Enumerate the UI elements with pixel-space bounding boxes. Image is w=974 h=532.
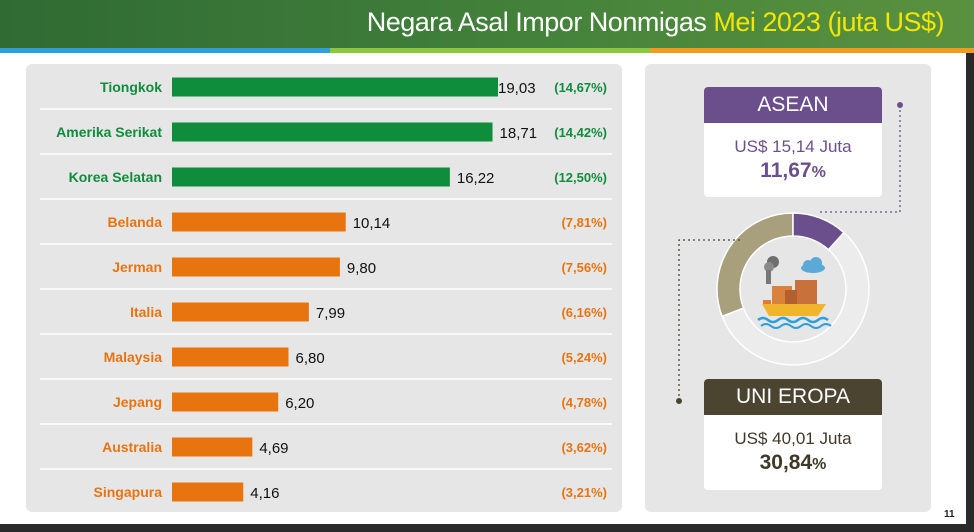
value-label: 4,16 <box>250 485 279 502</box>
asean-pct-value: 11,67 <box>760 159 812 182</box>
share-label: (7,81%) <box>561 215 607 230</box>
asean-connector <box>817 105 901 213</box>
value-label: 6,20 <box>285 395 314 412</box>
category-label: Australia <box>102 439 162 455</box>
stripe-blue <box>0 48 330 53</box>
uni-eropa-percentage: 30,84% <box>704 451 882 475</box>
category-label: Amerika Serikat <box>56 124 162 140</box>
bar <box>172 257 340 277</box>
value-label: 19,03 <box>498 80 536 97</box>
page-number: 11 <box>944 509 955 520</box>
bar <box>172 167 450 187</box>
bar <box>172 392 279 412</box>
share-label: (5,24%) <box>561 350 607 365</box>
share-label: (3,62%) <box>561 440 607 455</box>
asean-pct-sign: % <box>811 164 826 181</box>
value-label: 16,22 <box>457 170 495 187</box>
category-label: Jerman <box>112 259 162 275</box>
category-label: Malaysia <box>104 349 163 365</box>
share-label: (6,16%) <box>561 305 607 320</box>
bar <box>172 347 289 367</box>
asean-callout: ASEAN US$ 15,14 Juta 11,67% <box>704 87 882 197</box>
uni-eropa-pct-value: 30,84 <box>759 451 813 474</box>
value-label: 4,69 <box>259 440 288 457</box>
uni-eropa-value: US$ 40,01 Juta <box>734 429 852 448</box>
value-label: 6,80 <box>295 350 324 367</box>
value-label: 7,99 <box>316 305 345 322</box>
category-label: Singapura <box>94 484 163 500</box>
uni-eropa-connector <box>678 239 740 400</box>
bar <box>172 437 253 457</box>
share-label: (14,42%) <box>554 125 607 140</box>
stripe-green <box>330 48 650 53</box>
page-title: Negara Asal Impor Nonmigas Mei 2023 (jut… <box>366 4 945 40</box>
asean-connector-dot <box>897 102 903 108</box>
share-label: (7,56%) <box>561 260 607 275</box>
bar <box>172 302 309 322</box>
share-label: (4,78%) <box>561 395 607 410</box>
value-label: 9,80 <box>347 260 376 277</box>
uni-eropa-pct-sign: % <box>812 456 827 473</box>
screen-frame-bottom <box>0 524 974 532</box>
uni-eropa-callout: UNI EROPA US$ 40,01 Juta 30,84% <box>704 379 882 490</box>
value-label: 18,71 <box>500 125 538 142</box>
category-label: Belanda <box>108 214 163 230</box>
category-label: Italia <box>130 304 162 320</box>
bar <box>172 212 346 232</box>
category-label: Jepang <box>113 394 162 410</box>
title-highlight: Mei 2023 (juta US$) <box>713 7 944 37</box>
title-main: Negara Asal Impor Nonmigas <box>366 7 714 37</box>
donut-segment-asean <box>792 212 845 251</box>
bar <box>172 482 244 502</box>
donut-chart <box>676 102 903 404</box>
uni-eropa-label: UNI EROPA <box>704 379 882 415</box>
uni-eropa-connector-dot <box>676 398 682 404</box>
asean-label: ASEAN <box>704 87 882 123</box>
header-banner: Negara Asal Impor Nonmigas Mei 2023 (jut… <box>0 0 974 48</box>
asean-percentage: 11,67% <box>704 159 882 183</box>
share-label: (3,21%) <box>561 485 607 500</box>
value-label: 10,14 <box>353 215 391 232</box>
share-label: (14,67%) <box>554 80 607 95</box>
cargo-ship-icon <box>757 256 832 329</box>
bar <box>172 77 498 97</box>
region-summary-panel: ASEAN US$ 15,14 Juta 11,67% UNI EROPA US… <box>645 64 931 512</box>
asean-value: US$ 15,14 Juta <box>734 137 852 156</box>
bar <box>172 122 493 142</box>
screen-frame-right <box>966 53 974 532</box>
donut-segment-other <box>721 231 870 366</box>
category-label: Korea Selatan <box>69 169 162 185</box>
share-label: (12,50%) <box>554 170 607 185</box>
stripe-orange <box>650 48 974 53</box>
category-label: Tiongkok <box>100 79 162 95</box>
